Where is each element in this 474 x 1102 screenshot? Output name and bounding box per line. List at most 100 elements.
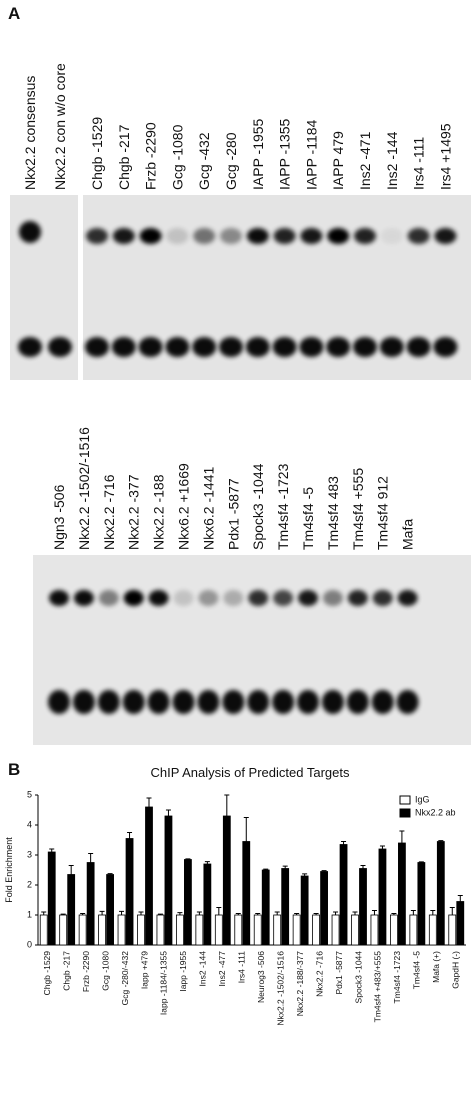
x-tick-label: Nkx2.2 -716 [314,951,324,997]
bar [292,914,301,946]
gel-band [273,228,296,244]
bar [176,914,184,946]
error-bar [255,913,261,915]
gel-band [172,690,195,714]
gel-band [247,690,270,714]
bar [281,868,290,946]
gel-band [321,690,344,714]
lane-label: Frzb -2290 [143,122,159,190]
error-bar [243,817,249,842]
lane-label: Nkx2.2 consensus [22,76,38,190]
chart-title: ChIP Analysis of Predicted Targets [151,765,350,780]
error-bar [294,913,300,915]
gel-band [198,590,219,606]
gel-band [297,690,319,714]
error-bar [138,911,144,915]
error-bar [49,848,55,852]
lane-label: IAPP -1955 [250,118,266,190]
gel-band [49,590,69,606]
bar [331,914,340,946]
lane-label: Nkx6.2 +1669 [176,463,192,550]
x-tick-label: Nkx2.2 -1502/-1516 [275,951,285,1026]
bar [409,914,418,946]
gel-band [192,337,217,357]
bar [436,841,445,946]
bar [300,875,309,946]
gel-image [33,555,471,745]
error-bar [352,911,358,915]
gel-band [48,337,72,357]
error-bar [360,865,366,869]
x-tick-label: Neurog3 -506 [256,951,266,1003]
bar [370,914,379,946]
gel-band [300,228,323,244]
lane-label: Tm4sf4 +555 [350,468,366,550]
x-tick-label: Ins2 -144 [198,951,208,987]
gel-band [273,590,294,606]
bar [234,914,243,946]
error-bar [88,853,94,863]
bar [273,914,282,946]
error-bar [321,870,327,872]
lane-label: Gcg -280 [223,132,239,190]
x-tick-label: Chgb -217 [61,951,71,991]
bar [137,914,145,946]
gel-band [298,590,318,606]
lane-label: Ins2 -471 [357,131,373,190]
lane-label: Tm4sf4 912 [375,476,391,550]
error-bar [177,912,183,915]
gel-band [397,590,418,606]
gel-band [73,590,94,606]
lane-label: Nkx6.2 -1441 [200,467,216,550]
lane-label: Spock3 -1044 [250,463,266,550]
gel-band [248,590,269,606]
bar [261,869,270,946]
bar [253,914,262,946]
legend-swatch [399,808,411,818]
lane-label: Irs4 +1495 [437,123,453,190]
lane-label: IAPP -1184 [303,119,319,190]
gel-band [299,337,324,357]
x-tick-label: Tm4sf4 +483/+555 [373,951,383,1023]
gel-band [322,590,343,606]
gel-band [148,590,169,606]
error-bar [302,873,308,876]
error-bar [41,911,47,915]
error-bar [313,913,319,915]
bar [351,914,359,946]
gel-band [354,228,376,244]
y-tick-label: 1 [27,909,32,919]
error-bar [165,809,171,816]
error-bar [410,910,416,915]
error-bar [379,845,385,849]
lane-label: Chgb -217 [116,124,132,190]
gel-band [272,337,297,357]
gel-band [407,228,430,244]
error-bar [371,910,377,915]
lane-label: Nkx2.2 -716 [101,474,117,550]
gel-band [433,337,458,357]
x-tick-label: Pdx1 -5877 [334,951,344,995]
error-bar [157,913,163,915]
bar [312,914,320,946]
gel-band [197,690,220,714]
x-tick-label: Nkx2.2 -188/-377 [295,951,305,1016]
error-bar [263,868,269,870]
error-bar [119,910,125,915]
gel-band [111,337,136,357]
error-bar [282,865,288,869]
lane-label: IAPP -1355 [277,118,293,190]
y-tick-label: 5 [27,789,32,799]
lane-label: Chgb -1529 [89,117,105,190]
legend-swatch [399,795,411,805]
gel-band [272,690,295,714]
bar [47,851,56,946]
bar [59,914,68,946]
gel-band [346,690,369,714]
x-tick-label: Gcg -280/-432 [120,951,130,1006]
gel-band [165,337,190,357]
lane-label: Tm4sf4 483 [325,476,341,550]
lane-label: Gcg -1080 [169,124,185,190]
gel-band [434,228,457,244]
gel-band [112,228,135,244]
